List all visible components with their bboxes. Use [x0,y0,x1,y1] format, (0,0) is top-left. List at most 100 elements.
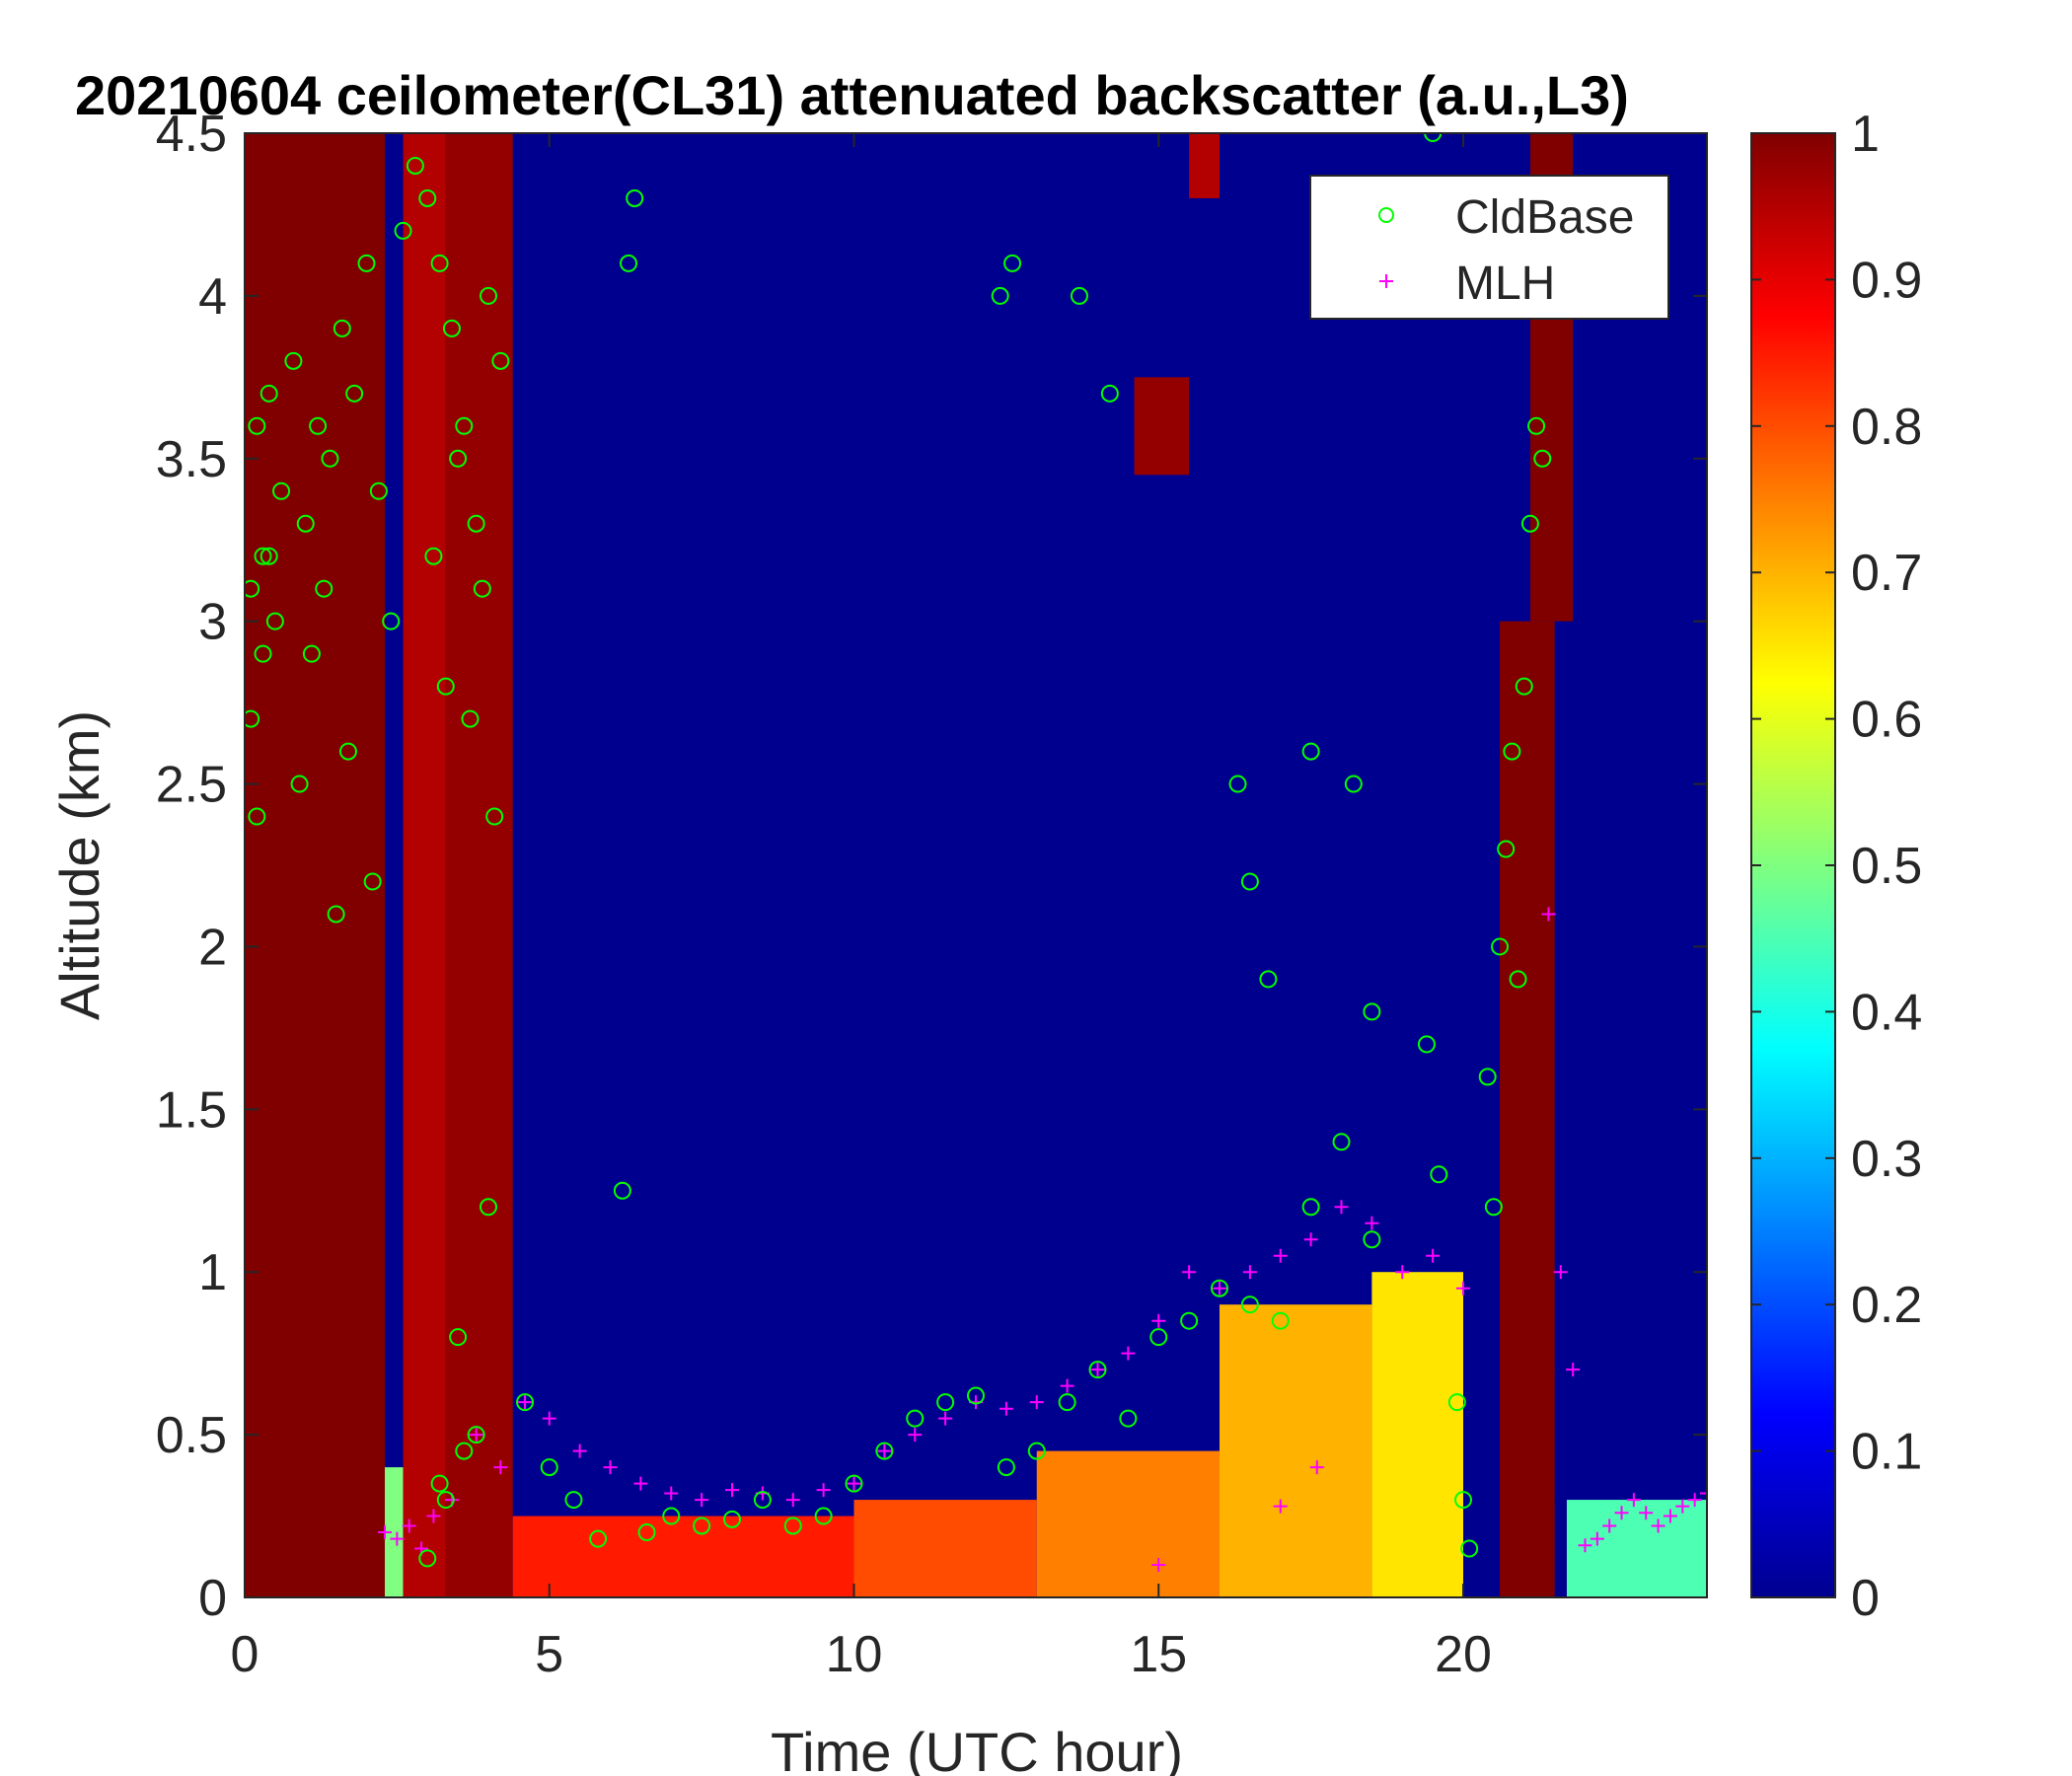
plot-area [244,132,1708,1598]
cldbase-point [906,1409,925,1428]
colorbar-tick-label: 0.1 [1851,1424,1922,1481]
cldbase-point [1484,1198,1503,1217]
y-axis-label: Altitude (km) [48,710,111,1020]
mlh-point [1213,1281,1226,1295]
backscatter-cell [1500,621,1555,1597]
cldbase-point [1259,970,1278,989]
mlh-point [1651,1518,1665,1533]
backscatter-cell [403,133,446,1597]
cldbase-point [564,1491,583,1510]
cldbase-point [369,481,388,500]
cldbase-point [1527,416,1546,435]
cldbase-point [1058,1393,1076,1412]
cldbase-point [1460,1539,1479,1558]
cldbase-point [309,416,328,435]
mlh-point [999,1401,1013,1416]
cldbase-point [936,1393,955,1412]
cldbase-point [540,1458,558,1477]
cldbase-point [245,579,260,598]
cldbase-point [662,1507,681,1525]
cldbase-point [1497,840,1516,858]
mlh-point [1090,1363,1105,1377]
cldbase-point [436,677,455,696]
mlh-point [426,1509,441,1523]
cldbase-point [845,1474,863,1493]
y-axis: 0 0.5 1 1.5 2 2.5 3 3.5 4 4.5 [156,106,1707,1627]
cldbase-point [1003,254,1022,272]
legend-mlh-label: MLH [1455,258,1555,310]
cldbase-point [1027,1442,1046,1460]
colorbar-tick-label: 0.4 [1851,984,1922,1041]
cldbase-point [1211,1279,1228,1297]
cldbase-point [1509,970,1527,989]
mlh-point [1395,1265,1410,1280]
legend-box [1309,175,1669,320]
colorbar: 0 0.1 0.2 0.3 0.4 0.5 0.6 0.7 0.8 0.9 1 [1750,106,1922,1627]
mlh-point [785,1493,800,1508]
mlh-point [603,1460,618,1475]
mlh-point [1663,1509,1677,1523]
mlh-point [1303,1232,1318,1247]
cldbase-point [1363,1230,1381,1249]
cldbase-point [302,644,321,663]
cldbase-point [491,351,510,370]
cldbase-point [1533,449,1552,468]
mlh-point [493,1460,508,1475]
cldbase-point [272,481,291,500]
mlh-point [469,1428,483,1443]
colorbar-tick-label: 0.2 [1851,1277,1922,1334]
cldbase-point [783,1517,802,1535]
cldbase-point [436,1491,455,1510]
cldbase-point [245,709,260,728]
colorbar-gradient [1750,132,1836,1598]
colorbar-tick-label: 0.3 [1851,1131,1922,1188]
mlh-point [1273,1248,1288,1263]
backscatter-cell [1566,1500,1707,1597]
x-tick-label: 0 [231,1626,259,1683]
cldbase-point [1088,1361,1107,1379]
mlh-point [1700,1486,1707,1501]
cldbase-point [1228,775,1247,793]
mlh-point [938,1411,953,1426]
colorbar-tick-label: 0.5 [1851,838,1922,895]
mlh-point [1334,1200,1349,1215]
legend: CldBase MLH [1309,175,1669,320]
backscatter-cell [445,133,513,1597]
cldbase-point [1454,1491,1472,1510]
backscatter-cell [1134,377,1190,476]
mlh-point [1242,1265,1257,1280]
y-tick-label: 2 [198,919,227,976]
backscatter-cell [512,1516,854,1597]
backscatter-cell [853,1500,1037,1597]
mlh-point [1626,1493,1641,1508]
cldbase-point [1332,1133,1351,1151]
mlh-point [725,1483,739,1498]
cldbase-point [259,547,278,565]
cldbase-point [637,1523,656,1542]
mlh-point [1456,1281,1470,1295]
y-tick-label: 4.5 [156,106,227,163]
mlh-point [542,1411,556,1426]
y-tick-label: 1.5 [156,1081,227,1139]
legend-mlh-marker [1379,274,1393,288]
cldbase-point [480,1198,497,1217]
cldbase-point [991,286,1009,305]
mlh-point [1029,1395,1044,1410]
cldbase-point [1301,1198,1320,1217]
chart-title: 20210604 ceilometer(CL31) attenuated bac… [75,64,1629,126]
colorbar-tick-label: 0.7 [1851,545,1922,602]
cldbase-point [254,644,272,663]
mlh-point [1590,1531,1604,1546]
cldbase-point [418,1549,437,1568]
mlh-point [1060,1378,1074,1393]
cldbase-point [424,547,443,565]
cldbase-point [1417,1035,1436,1054]
cldbase-point [967,1386,985,1405]
mlh-point [633,1476,648,1491]
cldbase-point [485,807,504,826]
cldbase-point [455,1442,474,1460]
colorbar-tick-label: 1 [1851,106,1880,163]
cldbase-point [723,1510,741,1528]
mlh-point [1365,1216,1379,1230]
cldbase-point [997,1458,1015,1477]
